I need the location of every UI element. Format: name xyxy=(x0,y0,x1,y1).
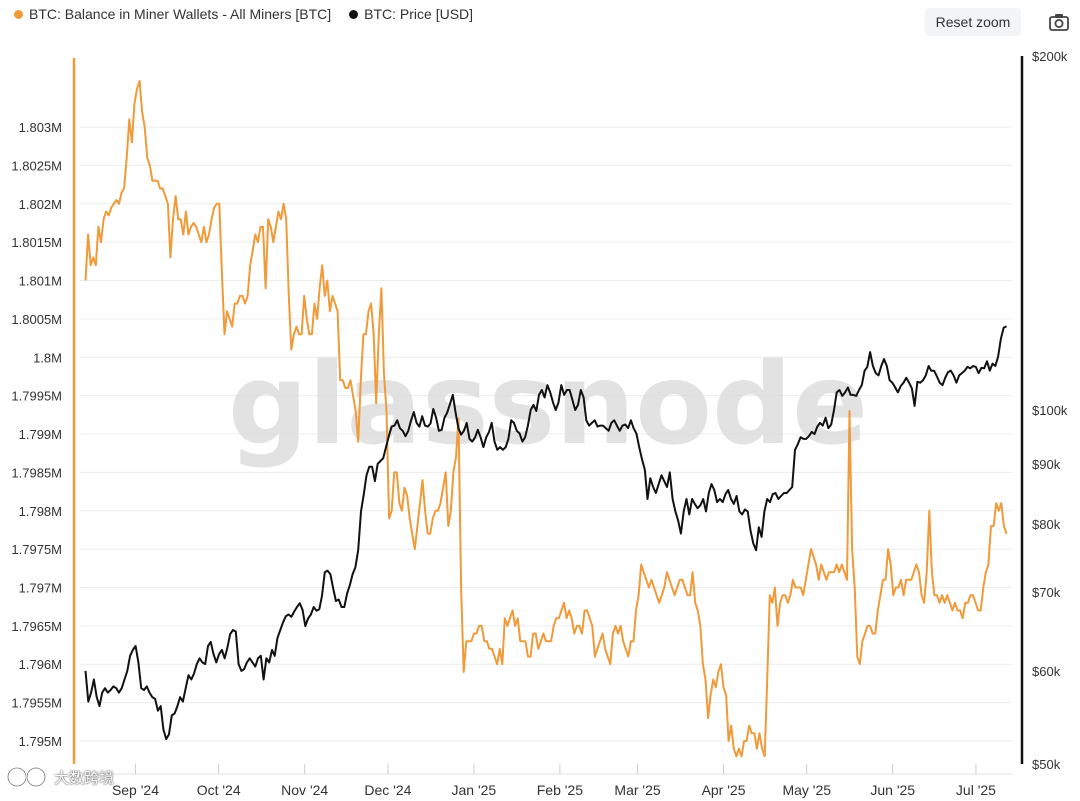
legend-item-price[interactable]: BTC: Price [USD] xyxy=(349,6,473,22)
series-line-price xyxy=(84,325,1007,741)
y-right-tick-label: $100k xyxy=(1032,403,1068,418)
y-right-tick-label: $200k xyxy=(1032,49,1068,64)
x-tick-label: May '25 xyxy=(782,782,831,798)
x-tick-label: Dec '24 xyxy=(364,782,411,798)
x-tick-label: Jun '25 xyxy=(870,782,915,798)
y-left-tick-label: 1.803M xyxy=(19,120,62,135)
legend-item-miner-balance[interactable]: BTC: Balance in Miner Wallets - All Mine… xyxy=(14,6,331,22)
x-tick-label: Nov '24 xyxy=(281,782,328,798)
y-left-tick-label: 1.801M xyxy=(19,274,62,289)
y-left-tick-label: 1.797M xyxy=(19,581,62,596)
y-right-tick-label: $50k xyxy=(1032,757,1061,772)
y-left-tick-label: 1.7985M xyxy=(11,465,62,480)
watermark: glassnode xyxy=(228,340,868,470)
camera-icon[interactable] xyxy=(1048,12,1070,32)
y-left-tick-label: 1.7975M xyxy=(11,542,62,557)
x-axis: Sep '24 Oct '24 Nov '24 Dec '24 Jan '25 Feb '… xyxy=(80,764,1012,798)
legend: BTC: Balance in Miner Wallets - All Mine… xyxy=(14,6,473,22)
legend-dot-orange xyxy=(14,9,23,19)
y-left-tick-label: 1.795M xyxy=(19,734,62,749)
reset-zoom-button[interactable]: Reset zoom xyxy=(925,8,1021,36)
corner-watermark: 大数跨境 xyxy=(6,766,114,788)
y-left-tick-label: 1.8M xyxy=(33,350,62,365)
y-left-tick-label: 1.798M xyxy=(19,504,62,519)
x-tick-label: Apr '25 xyxy=(702,782,746,798)
x-tick-label: Jul '25 xyxy=(956,782,996,798)
legend-label-miner-balance: BTC: Balance in Miner Wallets - All Mine… xyxy=(29,6,332,22)
x-tick-label: Feb '25 xyxy=(537,782,583,798)
legend-label-price: BTC: Price [USD] xyxy=(364,6,474,22)
y-right-tick-label: $70k xyxy=(1032,585,1061,600)
y-axis-left: 1.795M 1.7955M 1.796M 1.7965M 1.797M 1.7975M 1… xyxy=(11,120,62,749)
corner-watermark-text: 大数跨境 xyxy=(54,768,115,787)
x-tick-label: Mar '25 xyxy=(614,782,660,798)
y-right-tick-label: $60k xyxy=(1032,664,1061,679)
series-line-miner-balance xyxy=(84,80,1008,758)
y-right-tick-label: $90k xyxy=(1032,457,1061,472)
y-left-tick-label: 1.802M xyxy=(19,197,62,212)
y-left-tick-label: 1.796M xyxy=(19,657,62,672)
y-left-tick-label: 1.7995M xyxy=(11,389,62,404)
y-right-tick-label: $80k xyxy=(1032,517,1061,532)
y-left-tick-label: 1.7965M xyxy=(11,619,62,634)
y-left-tick-label: 1.8015M xyxy=(11,235,62,250)
x-tick-label: Oct '24 xyxy=(197,782,241,798)
x-tick-label: Jan '25 xyxy=(452,782,497,798)
x-tick-label: Sep '24 xyxy=(112,782,159,798)
brand-logo-icon xyxy=(6,766,47,788)
legend-dot-black xyxy=(349,9,359,19)
y-left-tick-label: 1.799M xyxy=(19,427,62,442)
y-left-tick-label: 1.8025M xyxy=(11,158,62,173)
y-left-tick-label: 1.7955M xyxy=(11,696,62,711)
y-left-tick-label: 1.8005M xyxy=(11,312,62,327)
y-axis-right: $50k $60k $70k $80k $90k $100k $200k xyxy=(1032,49,1068,772)
